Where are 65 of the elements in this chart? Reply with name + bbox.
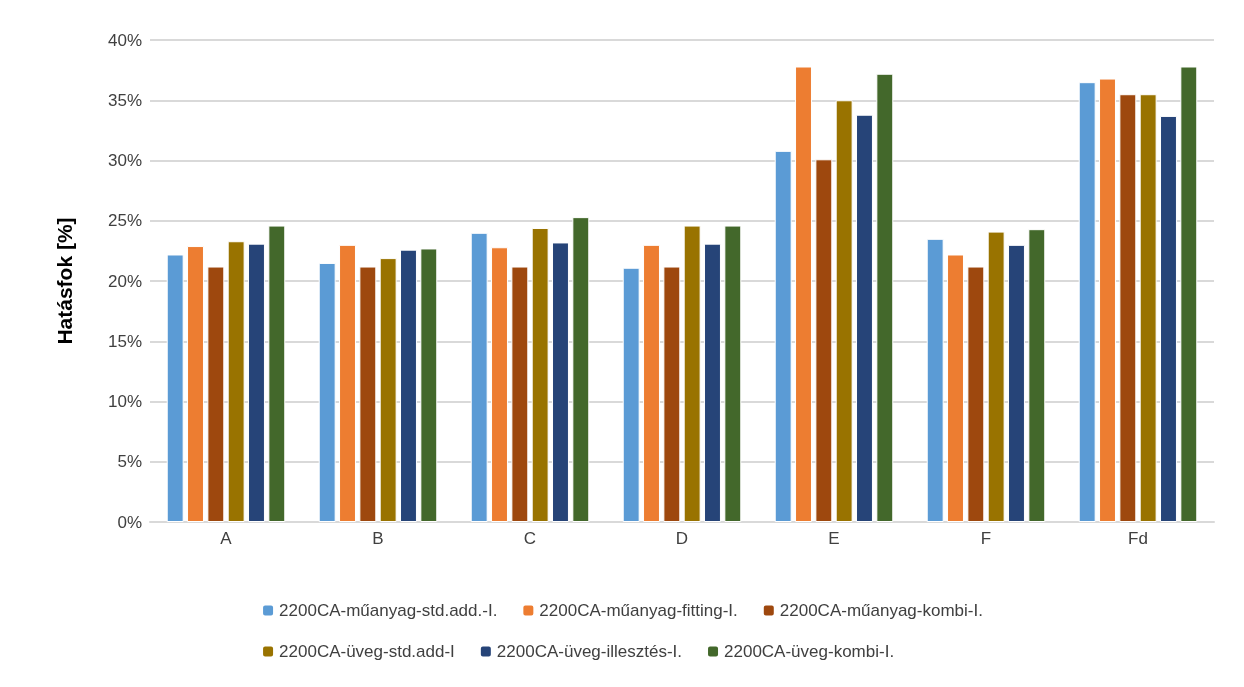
x-tick-label: A: [220, 529, 233, 548]
bar: [420, 248, 438, 522]
legend-label: 2200CA-üveg-kombi-I.: [724, 642, 895, 661]
y-tick-label: 25%: [107, 211, 142, 231]
bar: [643, 244, 660, 522]
bar: [400, 249, 417, 522]
bar: [248, 243, 265, 522]
legend-label: 2200CA-műanyag-std.add.-I.: [279, 601, 498, 620]
legend-label: 2200CA-műanyag-kombi-I.: [779, 601, 983, 620]
bar: [227, 241, 245, 522]
bar: [683, 225, 701, 522]
bar: [339, 244, 356, 522]
bar: [774, 150, 792, 522]
y-tick-label: 40%: [107, 30, 142, 50]
legend-label: 2200CA-üveg-illesztés-I.: [496, 642, 683, 661]
bar: [207, 266, 225, 522]
bar: [1008, 244, 1025, 522]
y-tick-label: 0%: [117, 512, 142, 532]
bar: [552, 242, 569, 522]
bar: [967, 266, 985, 522]
x-tick-label: C: [523, 529, 537, 548]
legend-label: 2200CA-üveg-std.add-I: [279, 642, 455, 661]
bar: [663, 266, 681, 522]
bar: [1160, 115, 1177, 522]
x-tick-label: F: [980, 529, 992, 548]
bar: [947, 254, 964, 522]
bar: [187, 246, 204, 522]
bar: [318, 262, 336, 522]
bar: [795, 66, 812, 522]
x-tick-label: D: [675, 529, 689, 548]
bar: [876, 73, 894, 522]
bar: [815, 159, 833, 522]
bar: [1139, 94, 1157, 522]
bar: [1099, 78, 1116, 522]
legend-label: 2200CA-műanyag-fitting-I.: [539, 601, 738, 620]
bar: [856, 114, 873, 522]
y-tick-label: 30%: [107, 151, 142, 170]
y-tick-label: 35%: [107, 90, 142, 110]
bar: [572, 217, 590, 522]
x-tick-label: Fd: [1128, 529, 1148, 548]
bar: [531, 227, 549, 522]
bar: [1028, 229, 1046, 522]
y-tick-label: 20%: [107, 271, 142, 291]
y-tick-label: 5%: [117, 452, 142, 472]
bar: [987, 231, 1005, 522]
y-tick-label: 10%: [107, 392, 142, 411]
bar: [379, 258, 397, 522]
bar: [470, 232, 488, 522]
x-tick-label: B: [372, 529, 384, 548]
bar: [359, 266, 377, 522]
bar: [1119, 94, 1137, 522]
bar: [622, 267, 640, 522]
bar: [268, 225, 286, 522]
bar: [166, 254, 184, 522]
bar: [511, 266, 529, 522]
bar: [724, 225, 742, 522]
bar: [491, 247, 508, 522]
bar: [1078, 82, 1096, 522]
bar: [704, 243, 721, 522]
bar: [835, 100, 853, 522]
bar: [926, 238, 944, 522]
x-tick-label: E: [828, 529, 840, 548]
y-axis-title: Hatásfok [%]: [53, 217, 76, 345]
y-tick-label: 15%: [107, 331, 142, 351]
bar: [1180, 66, 1198, 522]
